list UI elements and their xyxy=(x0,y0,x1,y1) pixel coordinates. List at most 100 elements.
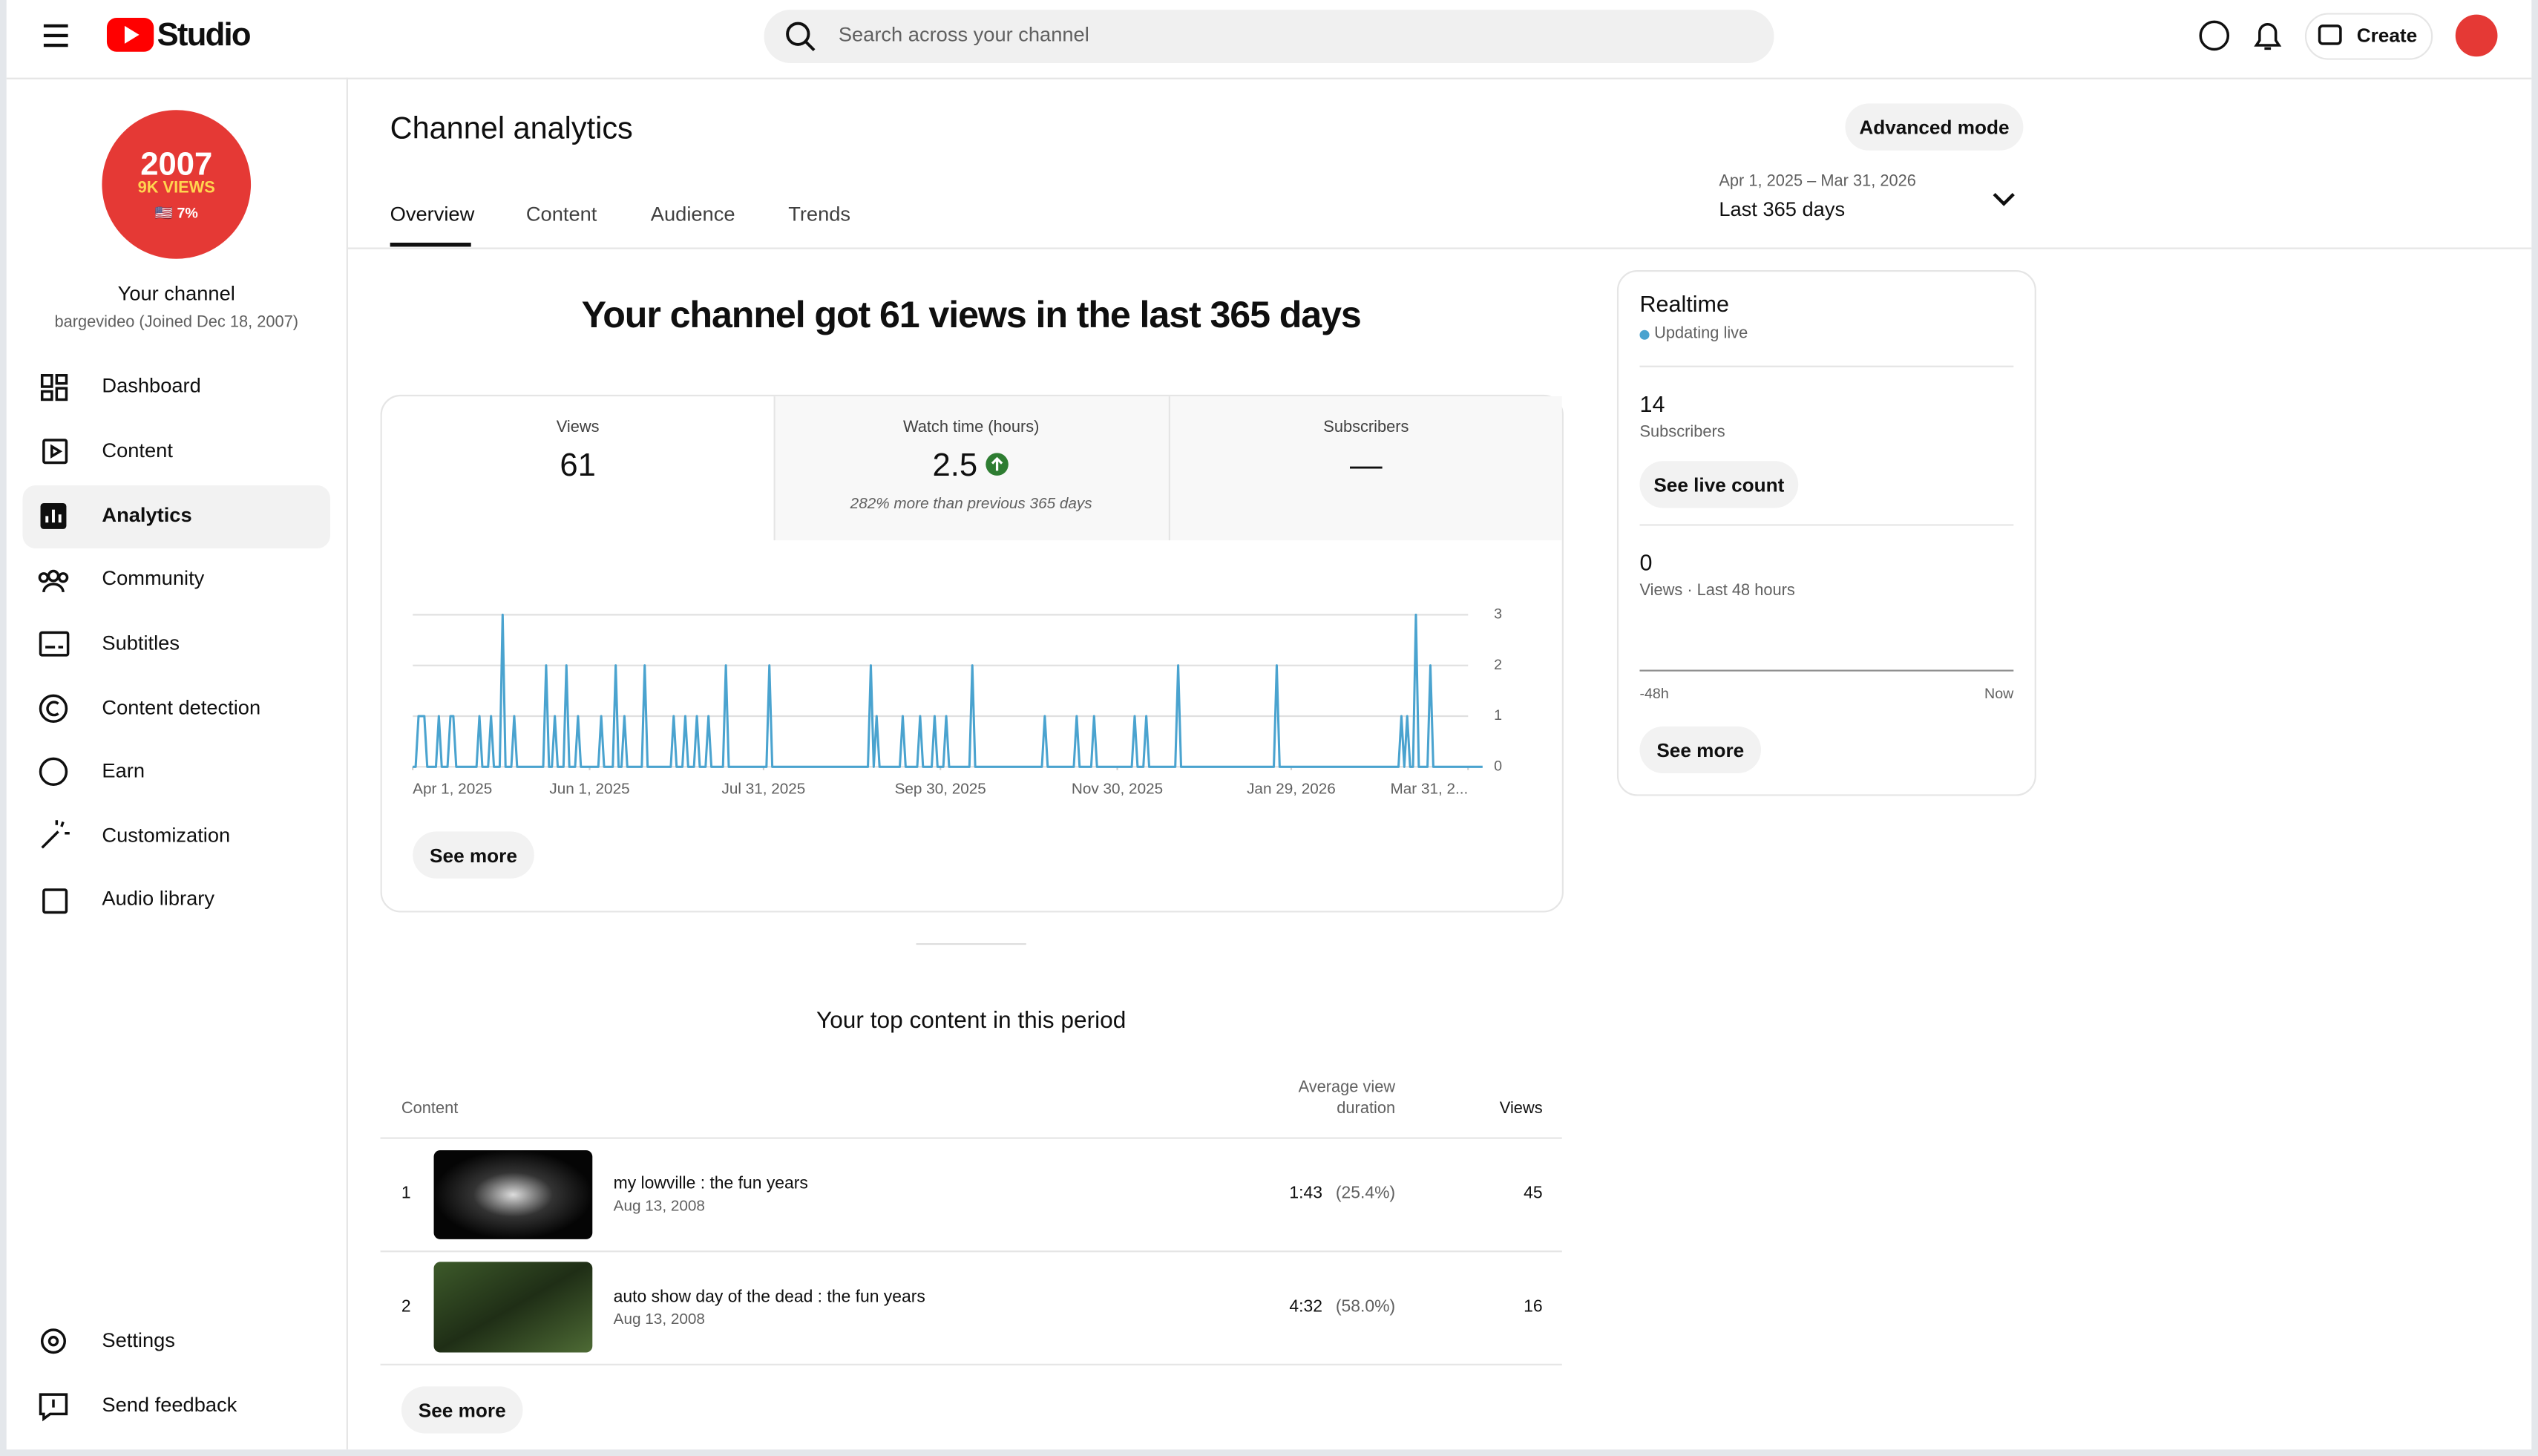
table-lines xyxy=(380,1137,1562,1365)
search-box[interactable] xyxy=(764,10,1774,64)
bell-icon[interactable] xyxy=(2254,23,2282,50)
column-header[interactable]: Views xyxy=(1499,1100,1543,1118)
metric-label[interactable]: Watch time (hours) xyxy=(902,419,1040,437)
search-icon xyxy=(786,22,810,46)
y-tick-label: 3 xyxy=(1494,606,1502,623)
row-rank: 2 xyxy=(401,1296,411,1316)
nav-item[interactable]: Dashboard xyxy=(102,374,201,398)
x-tick-label: Jul 31, 2025 xyxy=(721,780,805,797)
y-tick-label: 0 xyxy=(1494,758,1502,775)
thumbnail[interactable] xyxy=(433,1262,593,1353)
channel-meta: bargevideo (Joined Dec 18, 2007) xyxy=(54,313,299,332)
tab[interactable]: Trends xyxy=(788,203,851,226)
channel-name[interactable]: Your channel xyxy=(117,282,235,305)
x-tick-label: Jan 29, 2026 xyxy=(1247,780,1336,797)
metric-value[interactable]: 2.5 xyxy=(932,447,978,484)
x-tick-label: Mar 31, 2... xyxy=(1391,780,1469,797)
menu-icon[interactable] xyxy=(43,24,68,47)
logo-text: Studio xyxy=(157,17,252,53)
column-header: Content xyxy=(401,1100,459,1118)
nav-item[interactable]: Settings xyxy=(102,1328,175,1352)
nav-item[interactable]: Analytics xyxy=(102,504,192,527)
metric-label[interactable]: Subscribers xyxy=(1323,419,1409,437)
column-header[interactable]: Average view duration xyxy=(1298,1079,1396,1118)
realtime-lines xyxy=(1639,365,2014,526)
y-tick-label: 2 xyxy=(1494,657,1502,673)
period[interactable]: Last 365 days xyxy=(1719,198,1846,221)
channel-art-text: 🇺🇸 7% xyxy=(154,204,198,221)
live-dot xyxy=(1639,329,1650,340)
nav-item[interactable]: Audio library xyxy=(102,887,214,911)
nav-item[interactable]: Subtitles xyxy=(102,632,180,655)
realtime-card xyxy=(1616,270,2036,796)
advanced-label[interactable]: Advanced mode xyxy=(1859,115,2010,138)
top-content-title: Your top content in this period xyxy=(816,1008,1127,1034)
row-title[interactable]: my lowville : the fun years xyxy=(613,1174,808,1194)
metric-value[interactable]: — xyxy=(1350,447,1383,484)
tab[interactable]: Audience xyxy=(650,203,735,226)
channel-avatar xyxy=(102,110,252,259)
channel-art-text: 2007 xyxy=(140,147,213,183)
nav-item[interactable]: Content detection xyxy=(102,696,261,720)
row-date: Aug 13, 2008 xyxy=(613,1311,705,1329)
nav-item[interactable]: Community xyxy=(102,567,205,590)
chart: 0 1 2 3 Apr 1, 2025 Jun 1, 2025 Jul 31, 2025 Se… xyxy=(412,606,1502,797)
realtime-subscribers-label: Subscribers xyxy=(1639,424,1725,442)
avatar[interactable] xyxy=(2455,14,2498,57)
nav-active-bg xyxy=(22,485,330,549)
x-tick-label: Sep 30, 2025 xyxy=(895,780,986,797)
x-tick-label: Jun 1, 2025 xyxy=(549,780,629,797)
nav-icons xyxy=(38,374,70,1422)
x-tick-label: Nov 30, 2025 xyxy=(1072,780,1163,797)
see-more-button[interactable]: See more xyxy=(401,1386,523,1434)
row-duration: 4:32 xyxy=(1289,1296,1322,1316)
metric-label[interactable]: Views xyxy=(556,419,600,437)
y-tick-label: 1 xyxy=(1494,707,1502,724)
up-arrow xyxy=(991,456,1003,471)
realtime-axis-label: -48h xyxy=(1639,685,1669,702)
see-live-button[interactable]: See live count xyxy=(1639,461,1799,508)
realtime-views: 0 xyxy=(1639,549,1653,576)
metric-note: 282% more than previous 365 days xyxy=(850,495,1092,514)
logo-play xyxy=(124,25,140,44)
see-more-button[interactable]: See more xyxy=(413,831,534,879)
row-views: 16 xyxy=(1524,1296,1543,1316)
see-more-button[interactable]: See more xyxy=(1639,726,1762,774)
realtime-views-label: Views · Last 48 hours xyxy=(1639,582,1795,600)
row-rank: 1 xyxy=(401,1184,411,1204)
search-icon-handle xyxy=(804,41,816,51)
row-date: Aug 13, 2008 xyxy=(613,1197,705,1216)
channel-art-text: 9K VIEWS xyxy=(137,179,215,197)
realtime-axis-label: Now xyxy=(1984,685,2014,702)
nav-item[interactable]: Send feedback xyxy=(102,1394,237,1417)
metric-value[interactable]: 61 xyxy=(560,447,596,484)
date-chevron[interactable] xyxy=(1993,193,2015,206)
nav-item[interactable]: Content xyxy=(102,439,173,462)
tab[interactable]: Overview xyxy=(390,203,475,226)
create-label[interactable]: Create xyxy=(2356,24,2418,47)
search-placeholder[interactable]: Search across your channel xyxy=(838,23,1089,47)
row-views: 45 xyxy=(1524,1184,1543,1204)
tab[interactable]: Content xyxy=(525,203,597,226)
x-tick-label: Apr 1, 2025 xyxy=(413,780,492,797)
date-range[interactable]: Apr 1, 2025 – Mar 31, 2026 xyxy=(1719,173,1916,191)
line-series xyxy=(413,613,1483,768)
nav-item[interactable]: Earn xyxy=(102,759,145,783)
row-duration: 1:43 xyxy=(1289,1184,1322,1204)
thumbnail[interactable] xyxy=(433,1150,593,1239)
page-title: Channel analytics xyxy=(390,112,633,147)
nav-item[interactable]: Customization xyxy=(102,824,231,847)
advanced-button[interactable] xyxy=(1845,103,2024,151)
row-percent: (25.4%) xyxy=(1335,1184,1396,1204)
row-title[interactable]: auto show day of the dead : the fun year… xyxy=(613,1287,925,1307)
realtime-title: Realtime xyxy=(1639,290,1729,317)
help-icon[interactable] xyxy=(2199,20,2230,51)
row-percent: (58.0%) xyxy=(1335,1296,1396,1316)
analytics-icon-bars xyxy=(45,509,62,523)
create-icon xyxy=(2318,24,2342,45)
realtime-subscribers: 14 xyxy=(1639,390,1665,417)
